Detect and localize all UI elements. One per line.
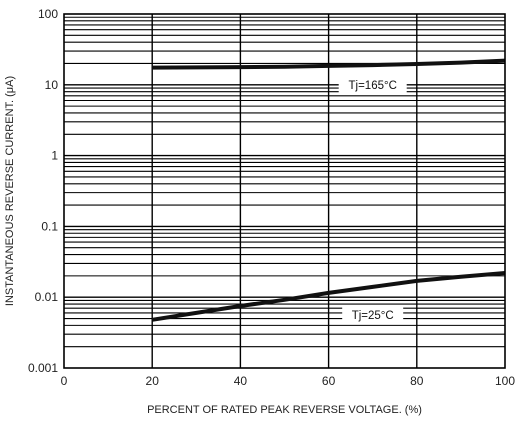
annotation-label: Tj=25°C — [352, 310, 394, 322]
x-tick-label: 20 — [146, 374, 160, 388]
curves — [151, 58, 506, 322]
y-tick-label: 0.001 — [28, 361, 58, 375]
x-tick-label: 80 — [410, 374, 424, 388]
x-axis-label: PERCENT OF RATED PEAK REVERSE VOLTAGE. (… — [147, 404, 422, 416]
x-tick-labels: 0 20 40 60 80 100 — [61, 374, 516, 388]
plot-frame — [63, 13, 506, 369]
series-curve — [151, 271, 506, 322]
grid — [64, 14, 505, 368]
x-tick-label: 100 — [495, 374, 515, 388]
y-tick-labels: 0.001 0.01 0.1 1 10 100 — [28, 7, 58, 375]
annotation-label: Tj=165°C — [349, 80, 397, 92]
y-axis-label: INSTANTANEOUS REVERSE CURRENT. (μA) — [4, 76, 16, 306]
annotations: Tj=165°C Tj=25°C — [338, 76, 407, 324]
x-tick-label: 60 — [322, 374, 336, 388]
y-tick-label: 0.01 — [35, 290, 59, 304]
annotation-background — [338, 76, 407, 93]
y-tick-label: 0.1 — [41, 219, 58, 233]
annotation-background — [342, 307, 404, 324]
x-tick-label: 40 — [234, 374, 248, 388]
y-tick-label: 1 — [51, 149, 58, 163]
y-tick-label: 10 — [45, 78, 59, 92]
series-curve — [152, 58, 506, 70]
x-tick-label: 0 — [61, 374, 68, 388]
y-tick-label: 100 — [38, 7, 58, 21]
